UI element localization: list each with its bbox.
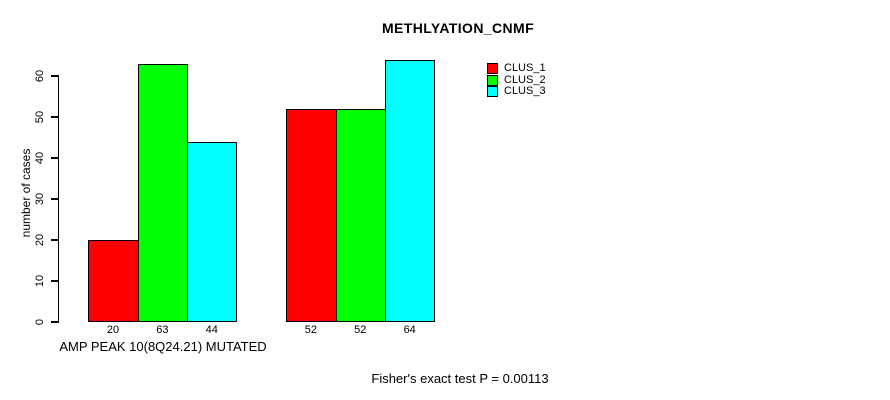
legend: CLUS_1 CLUS_2 CLUS_3 (487, 63, 546, 98)
legend-item-clus-1: CLUS_1 (487, 63, 546, 75)
y-tick (51, 157, 59, 159)
y-tick-label: 0 (34, 318, 46, 326)
bar-value-label: 52 (304, 324, 318, 336)
bar (385, 59, 436, 322)
bar (88, 240, 139, 322)
legend-label-clus-3: CLUS_3 (504, 85, 546, 98)
y-tick (51, 239, 59, 241)
legend-label-clus-1: CLUS_1 (504, 62, 546, 75)
legend-item-clus-2: CLUS_2 (487, 73, 546, 87)
y-tick-label: 50 (34, 110, 46, 124)
y-axis-label: number of cases (19, 148, 33, 238)
bar-value-label: 63 (156, 324, 169, 336)
y-tick-label: 60 (34, 69, 46, 83)
y-tick (51, 75, 59, 77)
bar-value-label: 52 (354, 324, 367, 336)
legend-item-clus-3: CLUS_3 (487, 86, 546, 98)
legend-label-clus-2: CLUS_2 (504, 73, 546, 86)
bar-value-label: 44 (205, 324, 218, 336)
y-tick-label: 20 (34, 233, 46, 247)
bar (187, 141, 238, 322)
bar-value-label: 64 (403, 324, 416, 336)
y-tick-label: 30 (34, 192, 46, 206)
bar (286, 108, 337, 322)
legend-swatch-clus-1-icon (487, 63, 498, 75)
y-tick-label: 10 (34, 274, 46, 288)
y-tick (51, 198, 59, 200)
bar (335, 108, 386, 322)
legend-swatch-clus-3-icon (487, 86, 498, 98)
x-axis-label: AMP PEAK 10(8Q24.21) MUTATED (59, 339, 267, 354)
y-tick (51, 280, 59, 282)
y-tick (51, 321, 59, 323)
footnote-text: Fisher's exact test P = 0.00113 (371, 371, 549, 386)
chart-title: METHLYATION_CNMF (381, 20, 535, 36)
y-tick (51, 116, 59, 118)
bar-value-label: 20 (106, 324, 120, 336)
y-tick-label: 40 (34, 151, 46, 165)
bar (137, 63, 189, 322)
legend-swatch-clus-2-icon (487, 74, 498, 86)
